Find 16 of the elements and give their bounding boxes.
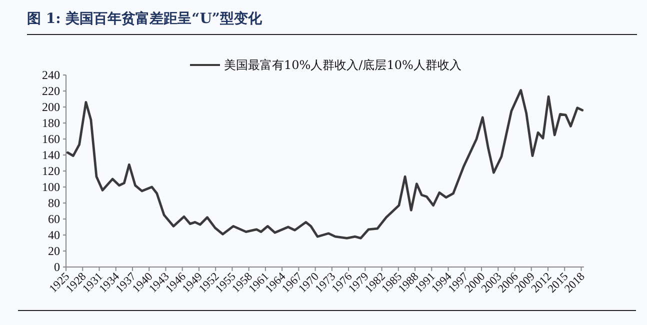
y-tick-label: 220 bbox=[42, 84, 60, 98]
chart-title: 图 1: 美国百年贫富差距呈“U”型变化 bbox=[27, 10, 637, 35]
y-tick-label: 80 bbox=[48, 196, 60, 210]
y-tick-label: 60 bbox=[48, 212, 60, 226]
y-tick-label: 20 bbox=[48, 244, 60, 258]
y-tick-label: 40 bbox=[48, 228, 60, 242]
y-tick-label: 100 bbox=[42, 180, 60, 194]
y-tick-label: 180 bbox=[42, 116, 60, 130]
y-tick-label: 0 bbox=[54, 260, 60, 274]
line-series bbox=[66, 89, 584, 240]
y-tick-label: 240 bbox=[42, 68, 60, 82]
y-tick-label: 120 bbox=[42, 164, 60, 178]
y-tick-label: 160 bbox=[42, 132, 60, 146]
y-tick-label: 140 bbox=[42, 148, 60, 162]
legend-label: 美国最富有10%人群收入/底层10%人群收入 bbox=[224, 58, 462, 72]
y-tick-label: 200 bbox=[42, 100, 60, 114]
